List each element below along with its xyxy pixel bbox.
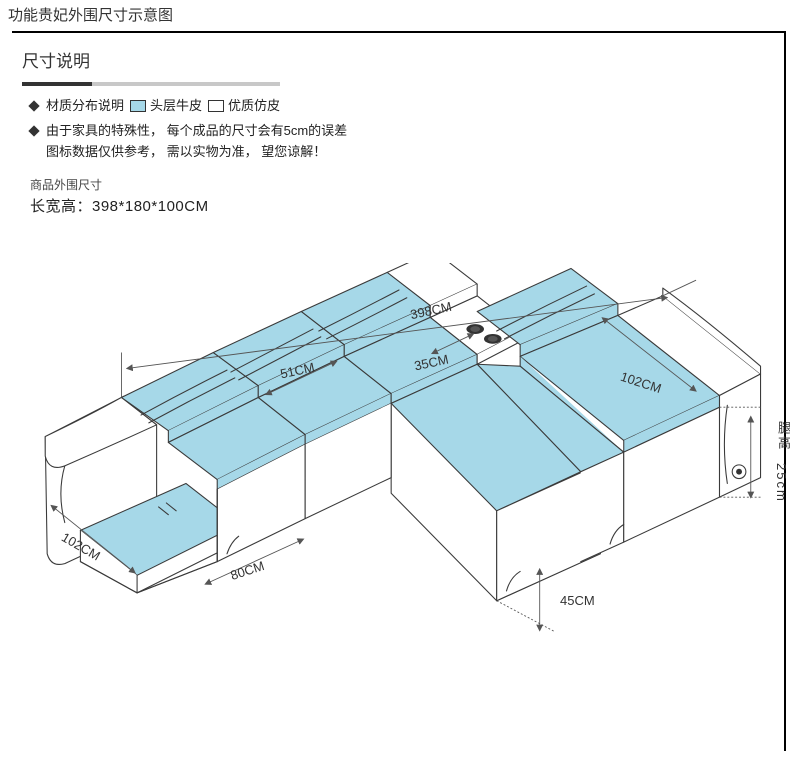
legend-note-line1: 由于家具的特殊性， 每个成品的尺寸会有5cm的误差: [46, 121, 347, 142]
legend-row-material: 材质分布说明 头层牛皮 优质仿皮: [30, 96, 784, 117]
dim-leg-value: 25cm: [774, 463, 789, 503]
legend-note-line2: 图标数据仅供参考， 需以实物为准， 望您谅解！: [46, 142, 347, 163]
legend-row-note: 由于家具的特殊性， 每个成品的尺寸会有5cm的误差 图标数据仅供参考， 需以实物…: [30, 121, 784, 163]
diamond-icon: [28, 125, 39, 136]
product-size-block: 商品外围尺寸 长宽高：398*180*100CM: [12, 166, 784, 216]
legend-block: 材质分布说明 头层牛皮 优质仿皮 由于家具的特殊性， 每个成品的尺寸会有5cm的…: [12, 86, 784, 162]
sofa-diagram: 398CM 51CM 35CM 102CM 102CM 80CM 45CM 腿高…: [12, 263, 784, 743]
dim-seat-height-45: 45CM: [560, 593, 595, 608]
diamond-icon: [28, 101, 39, 112]
section-underline: [22, 82, 280, 86]
outer-frame: 尺寸说明 材质分布说明 头层牛皮 优质仿皮 由于家具的特殊性， 每个成品的尺寸会…: [12, 31, 786, 751]
swatch-faux: [208, 100, 224, 112]
legend-leather-label: 头层牛皮: [150, 96, 202, 117]
swatch-leather: [130, 100, 146, 112]
product-size-label: 商品外围尺寸: [30, 176, 784, 193]
dim-leg-label: 腿高: [774, 421, 790, 451]
legend-material-label: 材质分布说明: [46, 96, 124, 117]
product-size-value: 长宽高：398*180*100CM: [30, 195, 784, 216]
page-title: 功能贵妃外围尺寸示意图: [0, 0, 790, 31]
legend-faux-label: 优质仿皮: [228, 96, 280, 117]
section-title: 尺寸说明: [12, 33, 784, 82]
